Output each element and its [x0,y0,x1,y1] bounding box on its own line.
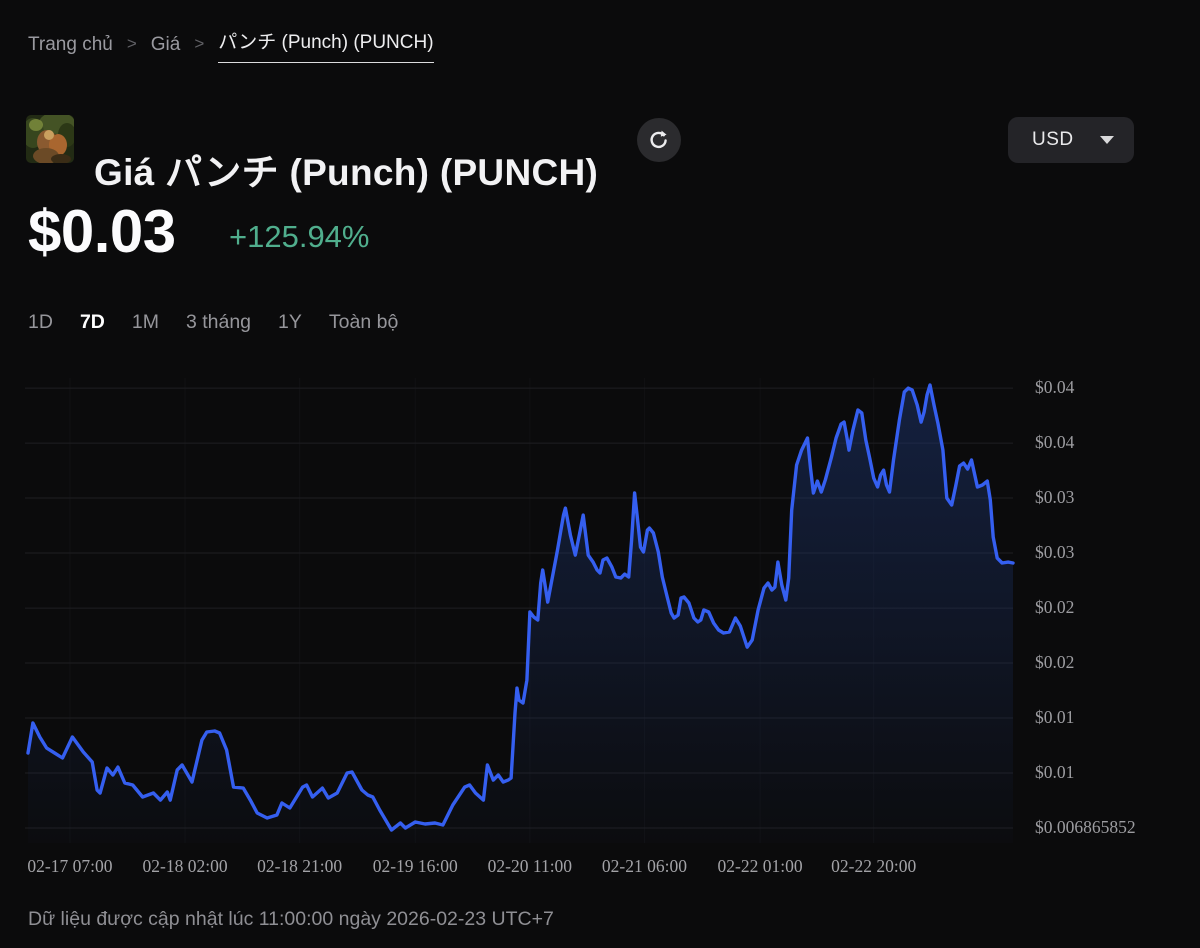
currency-label: USD [1032,129,1074,150]
x-axis-label: 02-21 06:00 [601,856,687,876]
refresh-button[interactable] [637,118,681,162]
y-axis-label: $0.04 [1035,432,1075,453]
y-axis-label: $0.02 [1035,597,1075,618]
tab-1m[interactable]: 1M [131,311,159,333]
tab-3-tháng[interactable]: 3 tháng [185,311,252,333]
x-axis-label: 02-20 11:00 [487,856,573,876]
x-axis-label: 02-18 21:00 [257,856,343,876]
y-axis-label: $0.03 [1035,542,1075,563]
refresh-icon [650,130,667,149]
y-axis-label: $0.04 [1035,377,1075,398]
price-change-badge: +125.94% [229,219,370,254]
tab-toàn-bộ[interactable]: Toàn bộ [328,311,399,333]
x-axis-label: 02-22 20:00 [831,856,917,876]
y-axis-label: $0.01 [1035,707,1075,727]
x-axis-label: 02-22 01:00 [717,856,803,876]
y-axis-label: $0.02 [1035,651,1075,672]
breadcrumb-separator-icon: > [126,34,137,53]
coin-logo-art [26,115,74,163]
breadcrumb-separator-icon: > [194,34,205,53]
chevron-down-icon [1100,136,1114,144]
breadcrumb-item: パンチ (Punch) (PUNCH) [218,27,434,63]
coin-logo [26,115,74,163]
page-title: Giá パンチ (Punch) (PUNCH) [94,151,599,193]
x-axis-label: 02-19 16:00 [372,856,458,876]
price-value: $0.03 [28,198,176,265]
x-axis-label: 02-18 02:00 [142,856,228,876]
x-axis-label: 02-17 07:00 [27,856,113,876]
price-area-fill [28,385,1013,843]
y-axis-label: $0.01 [1035,762,1075,783]
breadcrumb: Trang chủ > Giá > パンチ (Punch) (PUNCH) [28,27,434,63]
y-axis-label: $0.03 [1035,487,1075,507]
tab-7d[interactable]: 7D [79,311,105,333]
price-line [26,383,1015,832]
y-axis-label: $0.006865852 [1035,817,1136,837]
time-range-tabs: 1D 7D 1M 3 tháng 1Y Toàn bộ [28,311,398,334]
breadcrumb-item[interactable]: Giá [150,34,181,55]
last-updated-text: Dữ liệu được cập nhật lúc 11:00:00 ngày … [28,908,554,930]
breadcrumb-item[interactable]: Trang chủ [28,34,113,55]
tab-1y[interactable]: 1Y [278,311,302,333]
tab-1d[interactable]: 1D [28,311,53,333]
currency-selector[interactable]: USD [1008,117,1134,163]
